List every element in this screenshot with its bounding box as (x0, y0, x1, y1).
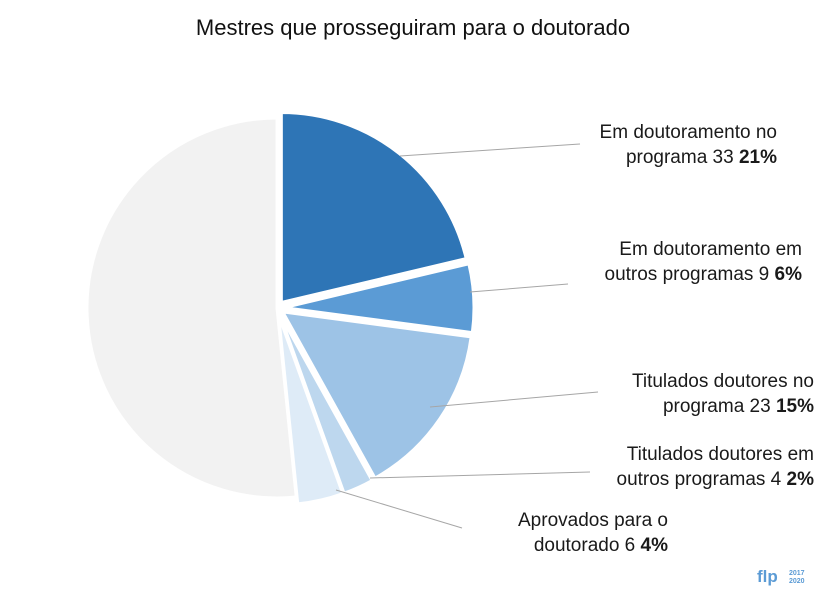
pie-slice-2 (283, 261, 476, 335)
slice-percent-label: 6% (769, 264, 802, 285)
pie-slice-remainder (85, 116, 298, 500)
logo-text: flp (757, 567, 778, 586)
label-leader-lines (335, 143, 599, 529)
leader-line-3 (429, 391, 599, 408)
slice-percent-label: 21% (734, 147, 777, 168)
pie-slice-5 (277, 314, 345, 506)
leader-line-4 (369, 471, 591, 479)
slice-label-line: Aprovados para o (518, 510, 668, 531)
slice-label-line: Em doutoramento no (600, 122, 777, 143)
slice-label-line: programa 33 (626, 147, 734, 168)
slice-label-line: outros programas 4 (617, 469, 782, 490)
logo-year-bottom: 2020 (789, 578, 805, 585)
slice-label-3: Titulados doutores no programa 23 15% (632, 371, 814, 417)
slice-label-line: Titulados doutores em (627, 444, 814, 465)
leader-line-5 (335, 489, 463, 529)
pie-slice-1 (279, 111, 469, 305)
leader-line-1 (399, 143, 581, 157)
slice-percent-label: 4% (635, 535, 668, 556)
slice-label-4: Titulados doutores em outros programas 4 … (617, 444, 815, 490)
pie-slices (85, 111, 476, 506)
slice-label-5: Aprovados para o doutorado 6 4% (518, 510, 668, 556)
flp-logo: flp 2017 2020 (757, 567, 805, 586)
pie-slice-3 (280, 310, 473, 481)
slice-label-2: Em doutoramento em outros programas 9 6% (605, 239, 803, 285)
slice-label-line: outros programas 9 (605, 264, 770, 285)
slice-label-line: doutorado 6 (534, 535, 635, 556)
slice-labels: Em doutoramento no programa 33 21%Em dout… (518, 122, 814, 556)
slice-percent-label: 15% (771, 396, 814, 417)
slice-label-line: Em doutoramento em (619, 239, 802, 260)
slice-label-1: Em doutoramento no programa 33 21% (600, 122, 778, 168)
leader-line-2 (469, 283, 569, 293)
slice-label-line: Titulados doutores no (632, 371, 814, 392)
slice-label-line: programa 23 (663, 396, 771, 417)
slice-percent-label: 2% (781, 469, 814, 490)
logo-year-top: 2017 (789, 570, 805, 577)
chart-title: Mestres que prosseguiram para o doutorad… (196, 15, 630, 40)
